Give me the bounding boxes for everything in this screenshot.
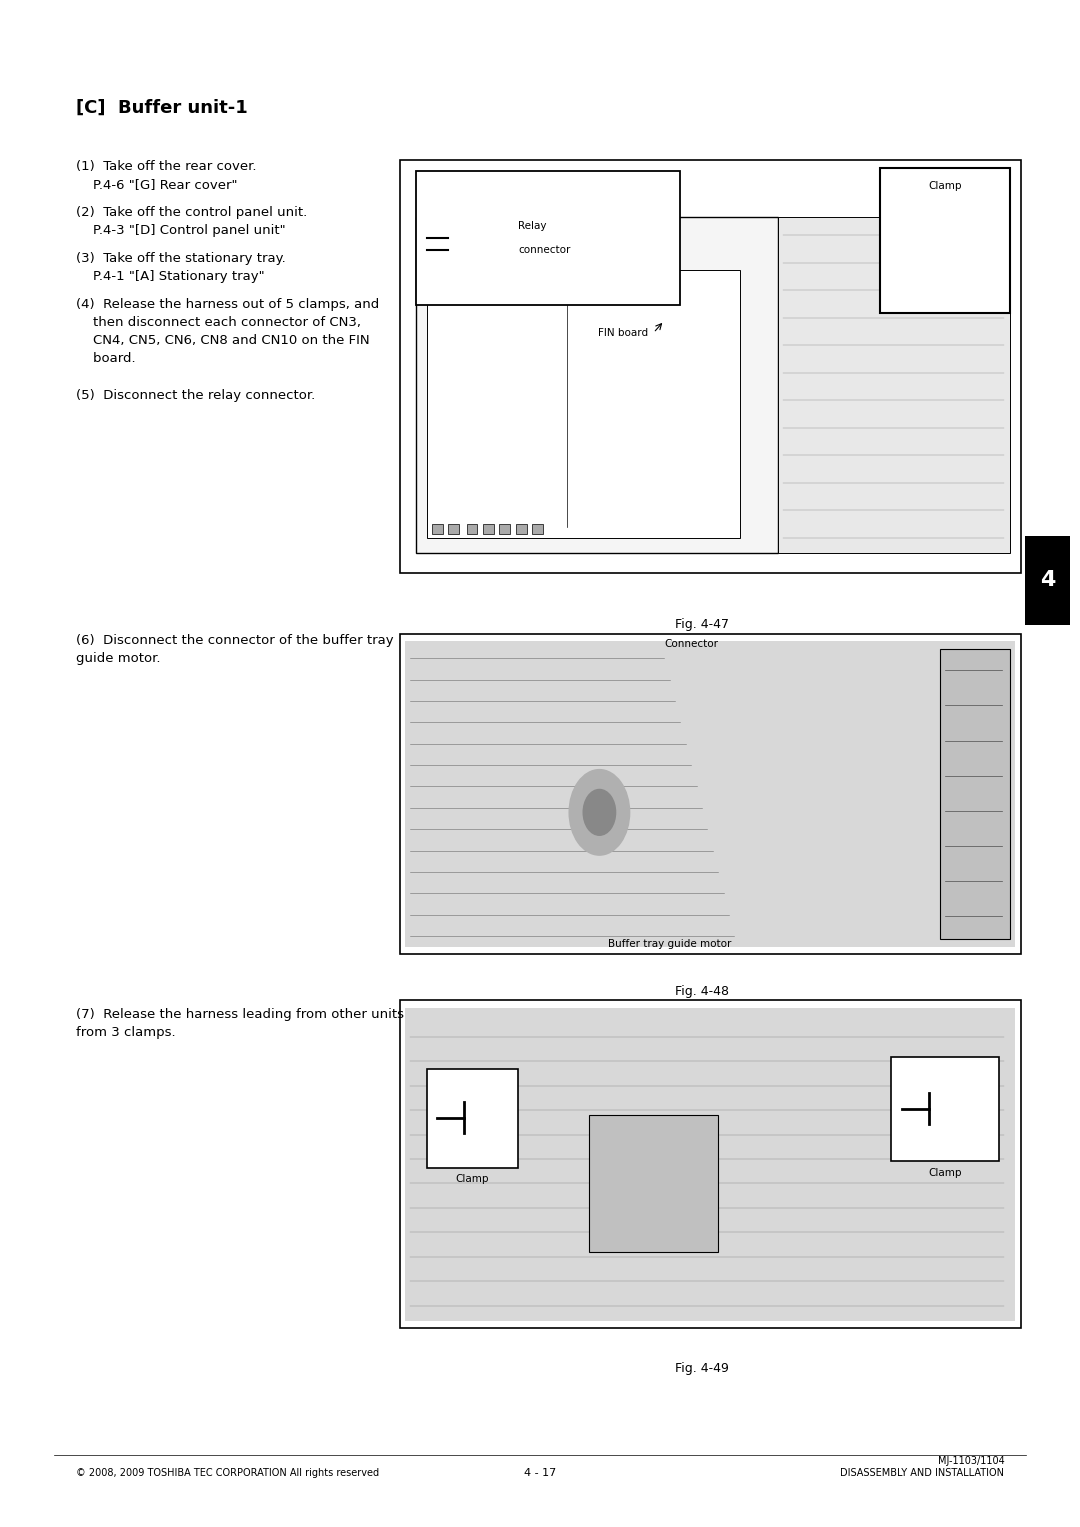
FancyBboxPatch shape <box>891 1057 999 1161</box>
FancyBboxPatch shape <box>427 1069 518 1168</box>
Text: © 2008, 2009 TOSHIBA TEC CORPORATION All rights reserved: © 2008, 2009 TOSHIBA TEC CORPORATION All… <box>76 1467 379 1478</box>
Text: (7)  Release the harness leading from other units
from 3 clamps.: (7) Release the harness leading from oth… <box>76 1008 404 1038</box>
FancyBboxPatch shape <box>432 281 445 293</box>
Text: Connector: Connector <box>664 640 718 649</box>
Text: (6)  Disconnect the connector of the buffer tray
guide motor.: (6) Disconnect the connector of the buff… <box>76 634 393 664</box>
Text: Fig. 4-47: Fig. 4-47 <box>675 618 729 632</box>
FancyBboxPatch shape <box>427 270 740 538</box>
Text: 4: 4 <box>1040 570 1055 591</box>
FancyBboxPatch shape <box>416 171 680 305</box>
FancyBboxPatch shape <box>448 524 459 534</box>
FancyBboxPatch shape <box>467 524 477 534</box>
Text: Buffer tray guide motor: Buffer tray guide motor <box>608 939 731 948</box>
FancyBboxPatch shape <box>405 641 1015 947</box>
FancyBboxPatch shape <box>778 217 1010 553</box>
Circle shape <box>569 770 630 855</box>
Text: Clamp: Clamp <box>928 182 962 191</box>
FancyBboxPatch shape <box>940 649 1010 939</box>
FancyBboxPatch shape <box>400 1000 1021 1328</box>
Text: [C]  Buffer unit-1: [C] Buffer unit-1 <box>76 99 247 118</box>
FancyBboxPatch shape <box>432 524 443 534</box>
Text: Fig. 4-49: Fig. 4-49 <box>675 1362 729 1376</box>
FancyBboxPatch shape <box>490 281 503 293</box>
FancyBboxPatch shape <box>499 524 510 534</box>
Text: Clamp: Clamp <box>455 1174 489 1183</box>
FancyBboxPatch shape <box>483 524 494 534</box>
FancyBboxPatch shape <box>400 634 1021 954</box>
Text: connector: connector <box>518 246 570 255</box>
Text: FIN board: FIN board <box>598 328 648 337</box>
FancyBboxPatch shape <box>523 281 536 293</box>
Text: (3)  Take off the stationary tray.
    P.4-1 "[A] Stationary tray": (3) Take off the stationary tray. P.4-1 … <box>76 252 285 282</box>
FancyBboxPatch shape <box>505 281 518 293</box>
FancyBboxPatch shape <box>471 281 484 293</box>
Text: MJ-1103/1104: MJ-1103/1104 <box>937 1455 1004 1466</box>
Text: Clamp: Clamp <box>928 1168 962 1177</box>
FancyBboxPatch shape <box>589 1115 718 1252</box>
Text: 4 - 17: 4 - 17 <box>524 1467 556 1478</box>
Text: DISASSEMBLY AND INSTALLATION: DISASSEMBLY AND INSTALLATION <box>840 1467 1004 1478</box>
Text: (2)  Take off the control panel unit.
    P.4-3 "[D] Control panel unit": (2) Take off the control panel unit. P.4… <box>76 206 307 237</box>
Text: (4)  Release the harness out of 5 clamps, and
    then disconnect each connector: (4) Release the harness out of 5 clamps,… <box>76 298 379 365</box>
FancyBboxPatch shape <box>405 1008 1015 1321</box>
Circle shape <box>583 789 616 835</box>
Text: Fig. 4-48: Fig. 4-48 <box>675 985 729 999</box>
Text: (1)  Take off the rear cover.
    P.4-6 "[G] Rear cover": (1) Take off the rear cover. P.4-6 "[G] … <box>76 160 256 191</box>
FancyBboxPatch shape <box>416 217 778 553</box>
FancyBboxPatch shape <box>400 160 1021 573</box>
FancyBboxPatch shape <box>880 168 1010 313</box>
FancyBboxPatch shape <box>451 281 464 293</box>
Text: (5)  Disconnect the relay connector.: (5) Disconnect the relay connector. <box>76 389 315 403</box>
FancyBboxPatch shape <box>516 524 527 534</box>
Text: Relay: Relay <box>518 221 546 231</box>
FancyBboxPatch shape <box>532 524 543 534</box>
FancyBboxPatch shape <box>1025 536 1070 625</box>
